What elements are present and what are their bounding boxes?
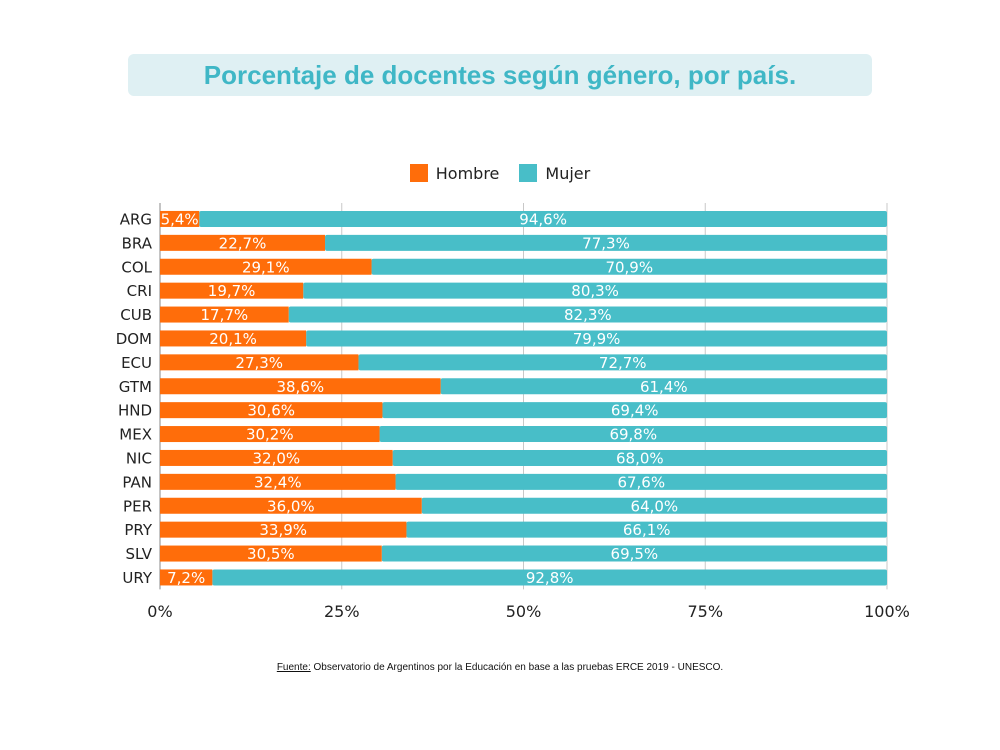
bar-hombre bbox=[160, 521, 407, 538]
bar-hombre bbox=[160, 545, 382, 562]
source-text: Observatorio de Argentinos por la Educac… bbox=[310, 662, 724, 673]
bar-hombre bbox=[160, 402, 383, 419]
data-label-mujer: 61,4% bbox=[640, 378, 688, 396]
category-label: PRY bbox=[124, 521, 153, 539]
bar-hombre bbox=[160, 330, 307, 347]
legend-label-hombre: Hombre bbox=[435, 163, 500, 183]
category-label: PAN bbox=[122, 473, 152, 491]
bar-mujer bbox=[212, 569, 887, 586]
bar-mujer bbox=[288, 306, 888, 323]
source-label: Fuente: bbox=[276, 662, 311, 673]
bar-mujer bbox=[371, 258, 887, 275]
bar-mujer bbox=[325, 234, 887, 251]
category-label: CRI bbox=[127, 282, 152, 300]
bar-mujer bbox=[406, 521, 887, 538]
legend-swatch-hombre bbox=[409, 164, 428, 182]
category-label: HND bbox=[118, 402, 152, 420]
bar-hombre bbox=[160, 449, 393, 466]
source-note: Fuente: Observatorio de Argentinos por l… bbox=[0, 662, 1000, 673]
data-label-mujer: 69,8% bbox=[609, 426, 657, 444]
bar-hombre bbox=[160, 569, 213, 586]
bar-hombre bbox=[160, 426, 380, 443]
legend-item-mujer: Mujer bbox=[519, 164, 590, 183]
legend: Hombre Mujer bbox=[0, 162, 1000, 184]
data-label-hombre: 30,6% bbox=[247, 402, 295, 420]
bar-mujer bbox=[379, 426, 887, 443]
data-label-hombre: 27,3% bbox=[235, 354, 283, 372]
data-label-mujer: 66,1% bbox=[623, 521, 671, 539]
legend-item-hombre: Hombre bbox=[409, 163, 500, 183]
x-tick-label: 75% bbox=[687, 602, 723, 621]
bar-mujer bbox=[303, 282, 887, 299]
category-label: GTM bbox=[119, 378, 152, 396]
bar-hombre bbox=[160, 378, 441, 395]
legend-swatch-mujer bbox=[519, 164, 538, 182]
data-label-hombre: 30,5% bbox=[247, 545, 295, 563]
bar-hombre bbox=[160, 473, 396, 490]
data-label-mujer: 94,6% bbox=[519, 210, 567, 228]
data-label-hombre: 19,7% bbox=[208, 282, 256, 300]
bar-hombre bbox=[160, 210, 200, 227]
bar-mujer bbox=[421, 497, 887, 514]
category-label: COL bbox=[121, 258, 152, 276]
bar-mujer bbox=[395, 473, 887, 490]
data-label-mujer: 82,3% bbox=[564, 306, 612, 324]
x-tick-label: 0% bbox=[147, 602, 172, 621]
category-label: CUB bbox=[120, 306, 152, 324]
legend-label-mujer: Mujer bbox=[545, 163, 591, 183]
data-label-mujer: 64,0% bbox=[631, 497, 679, 515]
data-label-hombre: 36,0% bbox=[267, 497, 315, 515]
data-label-hombre: 22,7% bbox=[219, 234, 267, 252]
x-tick-label: 50% bbox=[506, 602, 542, 621]
title-background bbox=[128, 54, 872, 96]
data-label-hombre: 17,7% bbox=[201, 306, 249, 324]
bar-hombre bbox=[160, 306, 289, 323]
bar-mujer bbox=[199, 210, 887, 227]
category-label: ARG bbox=[120, 210, 152, 228]
category-label: NIC bbox=[126, 449, 152, 467]
category-label: BRA bbox=[122, 234, 153, 252]
x-tick-label: 100% bbox=[864, 602, 910, 621]
bar-mujer bbox=[392, 449, 887, 466]
data-label-mujer: 67,6% bbox=[617, 473, 665, 491]
bar-mujer bbox=[440, 378, 887, 395]
data-label-mujer: 72,7% bbox=[599, 354, 647, 372]
data-label-hombre: 20,1% bbox=[209, 330, 257, 348]
x-tick-label: 25% bbox=[324, 602, 360, 621]
bar-mujer bbox=[382, 402, 887, 419]
data-label-hombre: 32,0% bbox=[252, 449, 300, 467]
data-label-mujer: 70,9% bbox=[605, 258, 653, 276]
bar-hombre bbox=[160, 497, 422, 514]
category-label: URY bbox=[122, 569, 152, 587]
bar-mujer bbox=[358, 354, 887, 371]
category-label: SLV bbox=[126, 545, 153, 563]
category-label: MEX bbox=[119, 426, 152, 444]
data-label-hombre: 32,4% bbox=[254, 473, 302, 491]
data-label-hombre: 5,4% bbox=[161, 210, 199, 228]
data-label-mujer: 80,3% bbox=[571, 282, 619, 300]
data-label-hombre: 33,9% bbox=[259, 521, 307, 539]
bar-hombre bbox=[160, 354, 359, 371]
bar-hombre bbox=[160, 258, 372, 275]
data-label-hombre: 30,2% bbox=[246, 426, 294, 444]
data-label-mujer: 92,8% bbox=[526, 569, 574, 587]
data-label-mujer: 77,3% bbox=[582, 234, 630, 252]
data-label-mujer: 69,5% bbox=[611, 545, 659, 563]
data-label-hombre: 38,6% bbox=[276, 378, 324, 396]
chart-title: Porcentaje de docentes según género, por… bbox=[203, 60, 797, 90]
bar-hombre bbox=[160, 234, 326, 251]
bar-mujer bbox=[306, 330, 887, 347]
bar-hombre bbox=[160, 282, 304, 299]
data-label-mujer: 68,0% bbox=[616, 449, 664, 467]
category-label: DOM bbox=[116, 330, 152, 348]
data-label-hombre: 29,1% bbox=[242, 258, 290, 276]
bar-mujer bbox=[381, 545, 887, 562]
data-label-mujer: 69,4% bbox=[611, 402, 659, 420]
category-label: PER bbox=[123, 497, 152, 515]
data-label-hombre: 7,2% bbox=[167, 569, 205, 587]
category-label: ECU bbox=[121, 354, 152, 372]
data-label-mujer: 79,9% bbox=[573, 330, 621, 348]
